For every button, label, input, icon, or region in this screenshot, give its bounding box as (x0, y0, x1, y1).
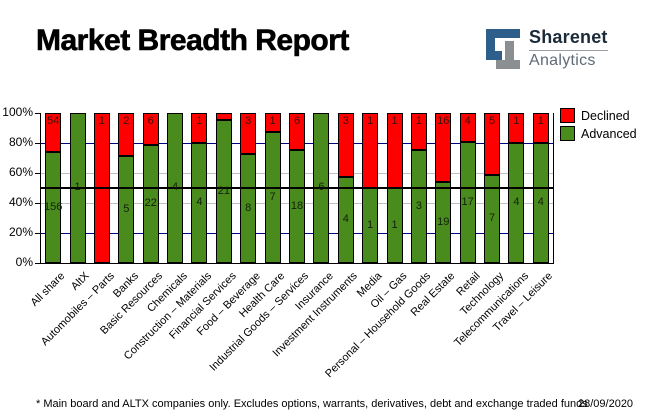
bar-advanced-segment (411, 150, 427, 263)
advanced-count-label: 4 (537, 196, 544, 208)
footnote: * Main board and ALTX companies only. Ex… (36, 398, 588, 410)
declined-count-label: 16 (437, 115, 450, 127)
legend-swatch-declined (560, 108, 575, 123)
declined-count-label: 1 (98, 115, 105, 127)
advanced-count-label: 1 (367, 218, 374, 231)
declined-count-label: 6 (147, 115, 154, 127)
bar-declined-segment (289, 113, 305, 150)
y-axis-label: 100% (2, 105, 33, 119)
y-axis-label: 60% (8, 165, 33, 179)
advanced-count-label: 19 (437, 215, 450, 228)
bar-advanced-segment (338, 177, 354, 263)
plot-area: 54 156 All share 1 AltX 1 Automobiles – Parts 2… (29, 113, 555, 380)
bar-advanced-segment (508, 143, 524, 263)
advanced-count-label: 5 (123, 202, 130, 215)
declined-count-label: 1 (513, 115, 520, 127)
advanced-count-label: 7 (269, 190, 276, 203)
bar-declined-segment (411, 113, 427, 150)
y-axis-tick (35, 202, 40, 204)
logo-text: Sharenet Analytics (529, 27, 608, 70)
declined-count-label: 1 (196, 115, 203, 127)
y-axis-tick (35, 112, 40, 114)
y-axis-label: 80% (8, 135, 33, 149)
advanced-count-label: 8 (245, 201, 252, 214)
declined-count-label: 1 (367, 115, 374, 127)
declined-count-label: 5 (488, 115, 496, 127)
y-axis-tick (35, 232, 40, 234)
chart-legend: Declined Advanced (560, 108, 637, 144)
advanced-count-label: 4 (196, 196, 203, 208)
bar-advanced-segment (118, 156, 134, 263)
bar-advanced-segment (460, 142, 476, 263)
y-axis-tick (35, 142, 40, 144)
advanced-count-label: 3 (415, 199, 422, 212)
bar-advanced-segment (240, 154, 256, 263)
advanced-count-label: 156 (44, 200, 63, 213)
bar-declined-segment (265, 113, 281, 132)
sharenet-logo: Sharenet Analytics (486, 27, 608, 70)
bar-advanced-segment (143, 145, 159, 263)
report-date: 28/09/2020 (578, 398, 634, 410)
x-axis-label-text: All share (28, 270, 68, 309)
bar-declined-segment (118, 113, 134, 156)
bar-advanced-segment (191, 143, 207, 263)
advanced-count-label: 22 (144, 197, 157, 209)
bar-advanced-segment (533, 143, 549, 263)
bar-declined-segment (533, 113, 549, 143)
declined-count-label: 54 (47, 115, 60, 127)
advanced-count-label: 4 (513, 196, 520, 208)
logo-brand: Sharenet (529, 27, 608, 51)
declined-count-label: 1 (537, 115, 544, 127)
declined-count-label: 2 (123, 115, 130, 127)
declined-count-label: 1 (269, 115, 276, 127)
advanced-count-label: 18 (290, 199, 304, 212)
legend-row-declined: Declined (560, 108, 637, 123)
declined-count-label: 1 (391, 115, 398, 127)
logo-subtitle: Analytics (529, 52, 596, 69)
declined-count-label: 3 (245, 115, 252, 127)
advanced-count-label: 21 (217, 184, 230, 197)
legend-swatch-advanced (560, 126, 575, 141)
bar-advanced-segment (435, 182, 451, 263)
bar-declined-segment (143, 113, 159, 145)
bar-declined-segment (240, 113, 256, 154)
bar-declined-segment (508, 113, 524, 143)
declined-count-label: 1 (415, 115, 422, 127)
advanced-count-label: 6 (318, 181, 325, 193)
y-axis-tick (35, 262, 40, 264)
y-axis-label: 0% (15, 255, 33, 269)
y-axis-label: 20% (8, 225, 33, 239)
bar-advanced-segment (45, 152, 61, 263)
advanced-count-label: 1 (391, 218, 398, 231)
bar-declined-segment (460, 113, 476, 142)
fifty-percent-line (41, 187, 553, 189)
advanced-count-label: 17 (461, 195, 474, 208)
bar-declined-segment (435, 113, 451, 182)
declined-count-label: 4 (464, 115, 471, 127)
advanced-count-label: 4 (342, 213, 349, 225)
legend-row-advanced: Advanced (560, 126, 637, 141)
page-title: Market Breadth Report (36, 24, 350, 58)
bar-declined-segment (45, 113, 61, 152)
advanced-count-label: 7 (488, 212, 496, 224)
y-axis-tick (35, 172, 40, 174)
declined-count-label: 3 (342, 115, 349, 127)
legend-label: Advanced (581, 126, 637, 141)
bar-declined-segment (216, 113, 232, 120)
declined-count-label: 6 (293, 115, 301, 127)
bar-advanced-segment (216, 120, 232, 263)
advanced-count-label: 1 (74, 181, 81, 193)
legend-label: Declined (581, 108, 630, 123)
bar-advanced-segment (484, 175, 500, 263)
sharenet-s-icon (486, 28, 520, 69)
y-axis-label: 40% (8, 195, 33, 209)
bar-advanced-segment (265, 132, 281, 263)
bar-declined-segment (191, 113, 207, 143)
bar-declined-segment (338, 113, 354, 177)
bar-advanced-segment (289, 150, 305, 263)
bar-declined-segment (484, 113, 500, 175)
advanced-count-label: 4 (172, 181, 179, 193)
